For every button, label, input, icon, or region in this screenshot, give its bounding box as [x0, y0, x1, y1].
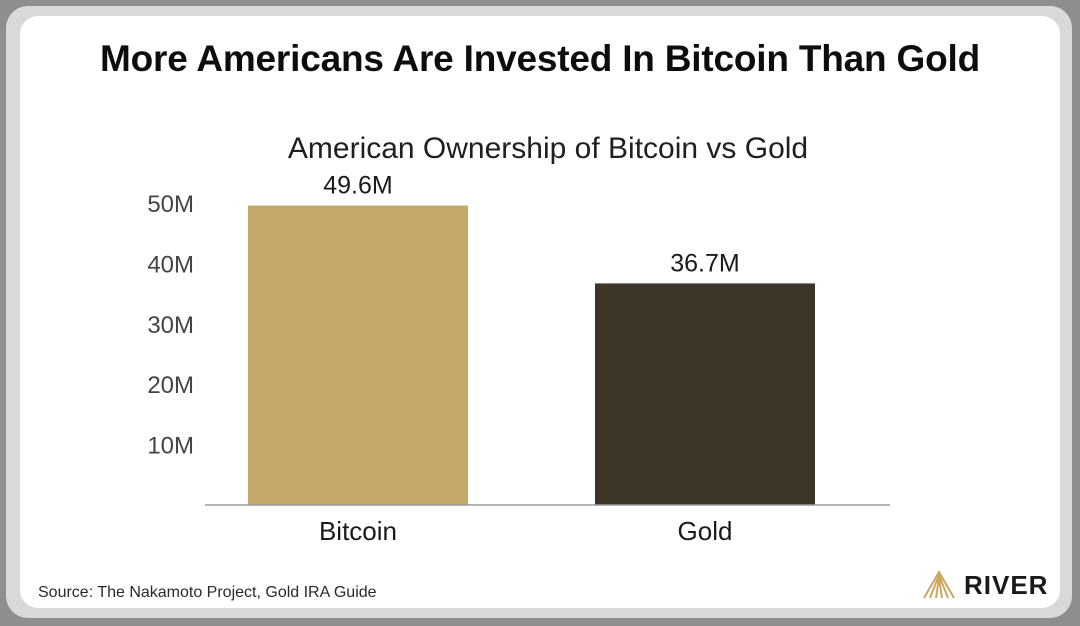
y-axis-ticks: 10M 20M 30M 40M 50M [147, 191, 194, 460]
y-tick-label: 40M [147, 251, 194, 278]
y-tick-label: 20M [147, 372, 194, 399]
brand: RIVER [922, 568, 1048, 602]
headline: More Americans Are Invested In Bitcoin T… [100, 38, 980, 79]
bar-value-label: 36.7M [670, 249, 739, 277]
brand-name: RIVER [964, 569, 1049, 600]
y-tick-label: 10M [147, 433, 194, 460]
logo-stroke [929, 572, 949, 599]
logo-stroke [923, 570, 955, 599]
source-note: Source: The Nakamoto Project, Gold IRA G… [38, 584, 377, 601]
chart-card [20, 16, 1060, 608]
x-category-label: Bitcoin [319, 516, 397, 546]
bar-value-label: 49.6M [323, 172, 392, 200]
bars: 49.6M Bitcoin 36.7M Gold [248, 172, 815, 546]
x-category-label: Gold [678, 516, 733, 546]
chart-subtitle: American Ownership of Bitcoin vs Gold [288, 132, 808, 165]
y-tick-label: 50M [147, 191, 194, 218]
logo-stroke [935, 577, 943, 599]
bar-gold [595, 283, 815, 505]
bar-bitcoin [248, 205, 468, 505]
y-tick-label: 30M [147, 312, 194, 339]
river-mountain-logo-icon [923, 570, 955, 599]
